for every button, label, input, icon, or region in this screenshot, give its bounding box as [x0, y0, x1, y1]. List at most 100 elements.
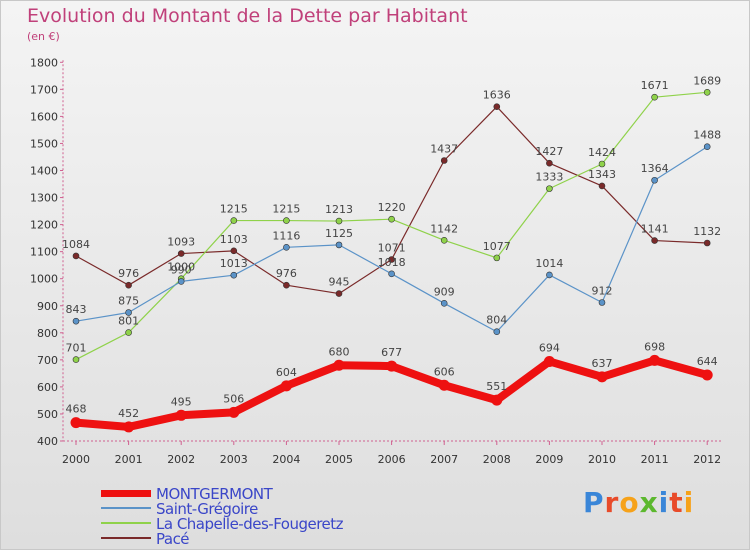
- data-label: 1333: [535, 171, 563, 184]
- data-point: [598, 299, 606, 306]
- data-label: 1116: [272, 229, 300, 242]
- logo-letter: i: [683, 486, 695, 519]
- data-point: [283, 244, 290, 251]
- data-point: [335, 241, 343, 249]
- y-tick-label: 1100: [30, 246, 58, 259]
- y-tick-label: 1700: [30, 83, 58, 96]
- logo-letter: r: [604, 486, 620, 519]
- data-label: 909: [434, 285, 455, 298]
- logo-letter: P: [583, 486, 605, 519]
- data-point: [388, 256, 395, 263]
- data-point: [335, 290, 343, 297]
- x-tick-label: 2009: [535, 453, 563, 466]
- data-point: [280, 380, 292, 392]
- y-tick-label: 1000: [30, 273, 58, 286]
- data-point: [438, 379, 450, 391]
- data-label: 1671: [641, 79, 669, 92]
- data-point: [493, 254, 501, 262]
- data-point: [230, 271, 238, 279]
- data-label: 1142: [430, 222, 458, 235]
- data-label: 1689: [693, 74, 721, 87]
- data-label: 452: [118, 407, 139, 420]
- data-point: [123, 421, 135, 433]
- y-tick-label: 1400: [30, 165, 58, 178]
- data-point: [70, 417, 82, 429]
- logo-letter: i: [658, 486, 670, 519]
- legend-swatch: [101, 537, 151, 539]
- y-tick-label: 1500: [30, 137, 58, 150]
- data-point: [125, 309, 132, 316]
- y-tick-label: 1800: [30, 56, 58, 69]
- data-point: [703, 143, 711, 150]
- data-point: [493, 328, 501, 336]
- x-tick-label: 2008: [483, 453, 511, 466]
- x-tick-label: 2000: [62, 453, 90, 466]
- data-point: [651, 176, 658, 184]
- legend-label: MONTGERMONT: [156, 485, 273, 503]
- data-point: [649, 354, 661, 366]
- data-point: [230, 217, 238, 224]
- x-tick-label: 2011: [641, 453, 669, 466]
- data-point: [283, 281, 290, 289]
- data-point: [388, 215, 395, 223]
- data-point: [651, 237, 658, 244]
- data-label: 468: [66, 403, 87, 416]
- data-point: [333, 359, 345, 371]
- logo-letter: x: [639, 486, 659, 519]
- data-label: 912: [592, 285, 613, 298]
- data-point: [598, 182, 606, 190]
- data-label: 1077: [483, 240, 511, 253]
- data-label: 694: [539, 341, 560, 354]
- legend-swatch: [101, 522, 151, 524]
- data-label: 976: [276, 267, 297, 280]
- data-label: 1014: [535, 257, 563, 270]
- y-tick-label: 1300: [30, 192, 58, 205]
- y-tick-label: 600: [37, 381, 58, 394]
- data-point: [388, 270, 395, 278]
- y-tick-label: 900: [37, 300, 58, 313]
- data-label: 843: [66, 303, 87, 316]
- data-label: 1141: [641, 223, 669, 236]
- data-label: 1636: [483, 89, 511, 102]
- data-label: 604: [276, 366, 297, 379]
- data-label: 1215: [272, 203, 300, 216]
- data-label: 990: [171, 263, 192, 276]
- legend-swatch: [101, 507, 151, 509]
- y-tick-label: 1600: [30, 110, 58, 123]
- data-label: 1084: [62, 238, 90, 251]
- data-label: 1215: [220, 203, 248, 216]
- data-point: [703, 239, 711, 247]
- y-tick-label: 800: [37, 327, 58, 340]
- data-point: [546, 159, 553, 167]
- data-point: [703, 89, 711, 96]
- legend-label: La Chapelle-des-Fougeretz: [156, 515, 344, 533]
- data-point: [596, 371, 608, 383]
- data-label: 701: [66, 342, 87, 355]
- data-point: [651, 93, 658, 101]
- data-point: [701, 369, 713, 381]
- x-tick-label: 2010: [588, 453, 616, 466]
- series-line-2: [75, 91, 708, 361]
- logo-letter: t: [669, 486, 684, 519]
- data-point: [177, 278, 185, 285]
- proxiti-logo: Proxiti: [583, 486, 694, 519]
- data-point: [546, 185, 553, 192]
- data-label: 506: [223, 392, 244, 405]
- data-label: 1424: [588, 146, 616, 159]
- x-tick-label: 2001: [115, 453, 143, 466]
- data-point: [230, 247, 238, 255]
- data-point: [125, 329, 132, 336]
- logo-letter: o: [619, 486, 640, 519]
- data-point: [543, 355, 555, 367]
- data-point: [598, 160, 606, 168]
- data-label: 1013: [220, 257, 248, 270]
- data-point: [440, 157, 448, 164]
- x-tick-label: 2002: [167, 453, 195, 466]
- data-label: 1093: [167, 236, 195, 249]
- data-label: 551: [486, 380, 507, 393]
- data-label: 1071: [378, 241, 406, 254]
- x-tick-label: 2007: [430, 453, 458, 466]
- data-point: [493, 103, 501, 110]
- data-label: 644: [697, 355, 718, 368]
- data-label: 801: [118, 315, 139, 328]
